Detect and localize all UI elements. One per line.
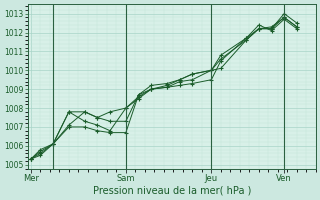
X-axis label: Pression niveau de la mer( hPa ): Pression niveau de la mer( hPa ) — [92, 186, 251, 196]
